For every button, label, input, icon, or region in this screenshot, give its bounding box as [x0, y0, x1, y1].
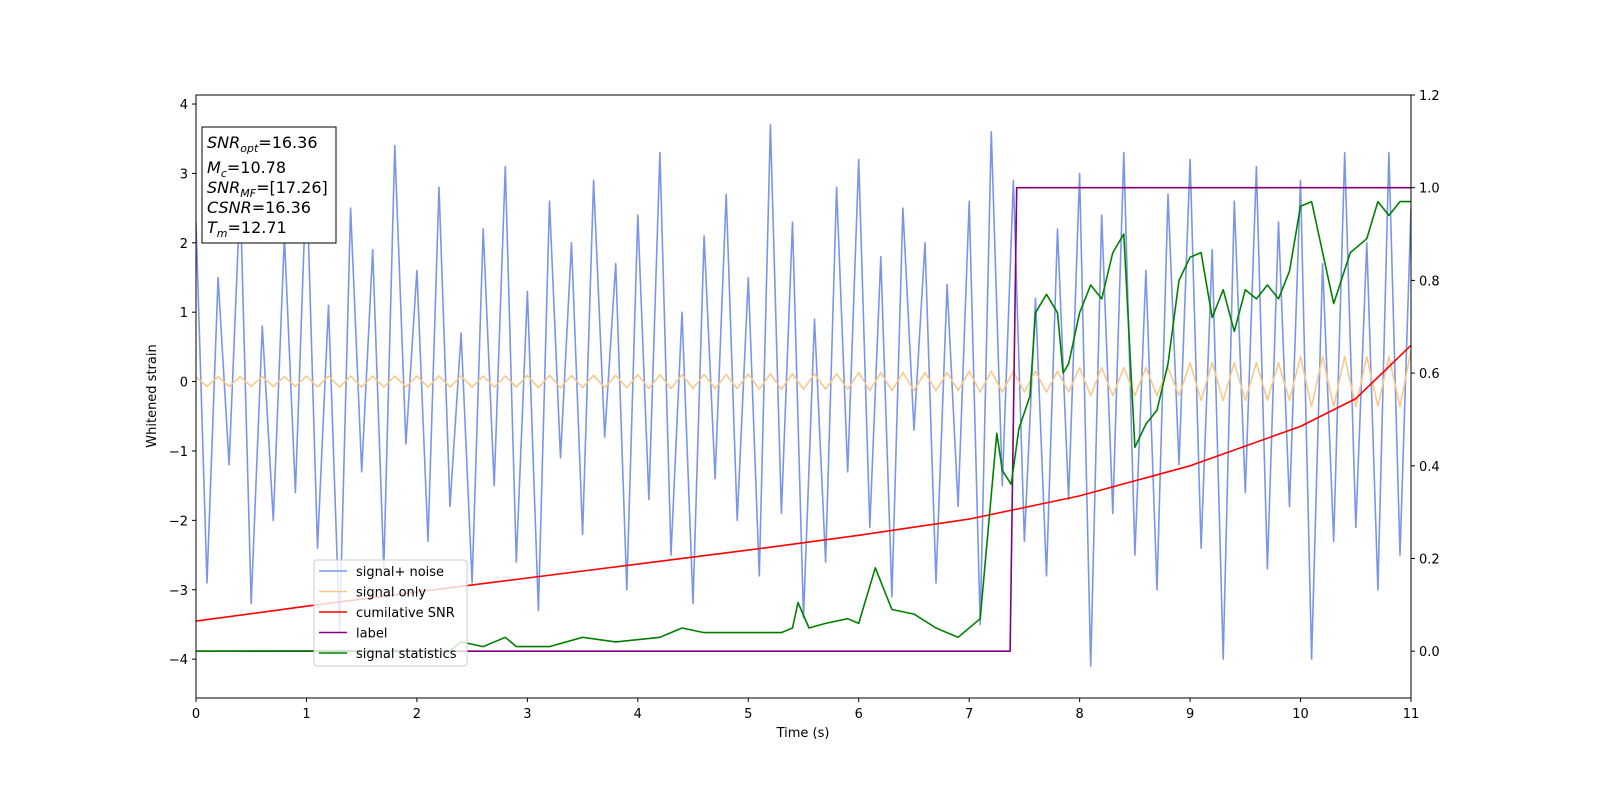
annotation-value: =16.36: [252, 198, 311, 217]
y2-tick-label: 0.4: [1419, 460, 1440, 475]
x-tick-label: 3: [523, 707, 531, 722]
annotation-box: SNRopt=16.36Mc=10.78SNRMF=[17.26]CSNR=16…: [201, 126, 337, 244]
series-line: [196, 200, 1411, 652]
x-tick-label: 1: [302, 707, 310, 722]
legend-label: label: [356, 627, 387, 642]
y-tick-label: −4: [169, 653, 188, 668]
x-tick-label: 7: [965, 707, 973, 722]
y2-tick-label: 1.2: [1419, 89, 1440, 104]
y-tick-label: 0: [180, 376, 188, 391]
x-tick-label: 2: [413, 707, 421, 722]
series-line: [196, 124, 1411, 667]
x-tick-label: 4: [634, 707, 642, 722]
legend-label: signal statistics: [356, 647, 457, 662]
y2-tick-label: 0.8: [1419, 274, 1440, 289]
annotation-name: SNR: [207, 133, 240, 152]
annotation-line: Mc=10.78: [207, 158, 286, 180]
annotation-line: CSNR=16.36: [207, 198, 311, 217]
annotation-line: Tm=12.71: [207, 218, 287, 240]
legend: signal+ noise signal only cumilative SNR la…: [313, 559, 468, 667]
legend-label: cumilative SNR: [356, 606, 455, 621]
y2-tick-label: 0.0: [1419, 645, 1440, 660]
annotation-line: SNRMF=[17.26]: [207, 178, 328, 200]
y-tick-label: 2: [180, 237, 188, 252]
x-tick-label: 10: [1292, 707, 1309, 722]
legend-label: signal+ noise: [356, 565, 444, 580]
plot-frame: [195, 94, 1412, 699]
x-tick-label: 8: [1075, 707, 1083, 722]
legend-label: signal only: [356, 586, 426, 601]
series-line: [196, 186, 1411, 652]
y-tick-label: 3: [180, 167, 188, 182]
legend-frame: [313, 559, 468, 667]
x-tick-label: 0: [192, 707, 200, 722]
annotation-value: =16.36: [258, 133, 317, 152]
annotation-sub: m: [217, 227, 228, 240]
y2-tick-label: 0.6: [1419, 367, 1440, 382]
annotation-name: CSNR: [207, 198, 252, 217]
annotation-sub: MF: [240, 187, 256, 200]
series-line: [196, 350, 1411, 408]
annotation-name: SNR: [207, 178, 240, 197]
annotation-value: =12.71: [228, 218, 287, 237]
x-tick-label: 9: [1186, 707, 1194, 722]
annotation-sub: c: [221, 167, 227, 180]
annotation-value: =10.78: [227, 158, 286, 177]
y-tick-label: −3: [169, 584, 188, 599]
x-tick-label: 5: [744, 707, 752, 722]
y-tick-label: 1: [180, 306, 188, 321]
annotation-sub: opt: [240, 142, 259, 155]
y-axis-label: Whitened strain: [145, 344, 160, 447]
annotation-name: T: [207, 218, 218, 237]
y-tick-label: 4: [180, 98, 188, 113]
y-tick-label: −2: [169, 514, 188, 529]
annotation-frame: [201, 126, 337, 244]
y-tick-label: −1: [169, 445, 188, 460]
annotation-line: SNRopt=16.36: [207, 133, 318, 155]
x-tick-label: 11: [1403, 707, 1420, 722]
x-tick-label: 6: [855, 707, 863, 722]
y2-tick-label: 0.2: [1419, 552, 1440, 567]
y2-tick-label: 1.0: [1419, 182, 1440, 197]
annotation-value: =[17.26]: [256, 178, 328, 197]
annotation-name: M: [207, 158, 221, 177]
x-axis-label: Time (s): [776, 726, 830, 741]
